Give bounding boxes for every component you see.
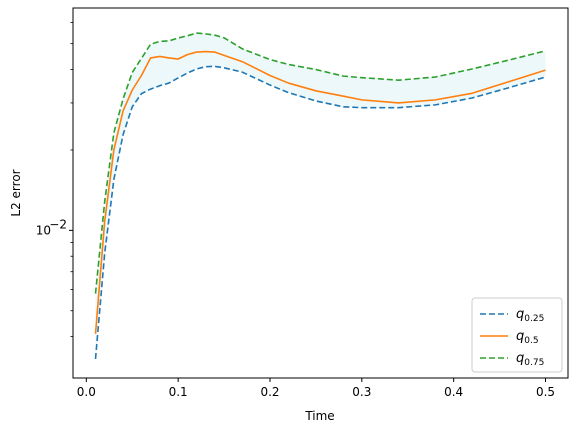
legend-label: q0.75 [516, 351, 544, 368]
x-axis-label: Time [304, 409, 334, 423]
y-tick-label: 10 [36, 223, 51, 237]
legend-box [471, 297, 563, 373]
x-tick-label: 0.5 [536, 385, 555, 399]
y-tick-exponent: −2 [49, 217, 67, 231]
x-tick-label: 0.4 [444, 385, 463, 399]
legend-label: q0.25 [516, 307, 544, 324]
series-lines [94, 32, 546, 360]
series-line-q0-25 [94, 65, 546, 360]
y-axis-ticks: 10−2 [36, 22, 73, 338]
x-tick-label: 0.0 [77, 385, 96, 399]
quantile-band [95, 33, 546, 359]
y-axis-label: L2 error [9, 169, 23, 216]
x-tick-label: 0.2 [260, 385, 279, 399]
legend-label: q0.5 [516, 329, 539, 346]
x-axis-ticks: 0.0 0.1 0.2 0.3 0.4 0.5 [77, 378, 555, 399]
series-line-q0-5 [94, 50, 546, 334]
plot-frame [72, 7, 569, 379]
series-line-q0-75 [94, 32, 546, 294]
legend: q0.25 q0.5 q0.75 [471, 297, 563, 373]
x-tick-label: 0.3 [352, 385, 371, 399]
x-tick-label: 0.1 [169, 385, 188, 399]
